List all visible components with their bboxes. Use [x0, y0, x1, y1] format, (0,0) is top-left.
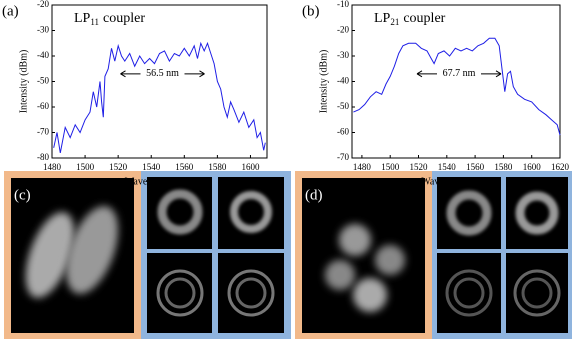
panel-label: (a) [2, 3, 19, 19]
chart-title: LP21 coupler [374, 11, 446, 27]
title-part: 11 [90, 17, 99, 27]
annotation: 67.7 nm [443, 68, 476, 79]
arrow [120, 70, 141, 78]
title-part: LP [374, 11, 391, 26]
y-tick-label: -20 [337, 25, 349, 35]
x-tick-label: 1540 [142, 162, 161, 172]
title-part: LP [74, 11, 91, 26]
y-tick-label: -40 [37, 50, 49, 60]
y-tick-label: -80 [37, 152, 49, 162]
y-tick-label: -60 [37, 101, 49, 111]
y-axis-label: Intensity (dBm) [18, 50, 29, 114]
y-tick-label: -50 [337, 101, 349, 111]
panel-label: (c) [14, 187, 31, 203]
y-tick-label: -20 [37, 0, 49, 9]
panel-label: (d) [305, 187, 323, 203]
x-tick-label: 1500 [76, 162, 95, 172]
y-tick-label: -40 [337, 76, 349, 86]
title-part: coupler [403, 11, 445, 26]
y-tick-label: -50 [37, 76, 49, 86]
y-tick-label: -10 [337, 0, 349, 9]
x-tick-label: 1600 [523, 162, 542, 172]
y-tick-label: -30 [37, 25, 49, 35]
x-axis-label: Wavelength (nm) [125, 176, 194, 187]
x-tick-label: 1480 [43, 162, 62, 172]
image-panel-c: (c) [4, 171, 291, 339]
x-axis-label: Wavelength (nm) [421, 176, 490, 187]
x-tick-label: 1500 [381, 162, 400, 172]
y-axis-label: Intensity (dBm) [318, 50, 329, 114]
spectrum-line [353, 37, 561, 136]
x-tick-label: 1540 [438, 162, 457, 172]
arrow [416, 70, 437, 78]
x-tick-label: 1580 [208, 162, 227, 172]
x-tick-label: 1520 [109, 162, 128, 172]
x-tick-label: 1560 [175, 162, 194, 172]
x-tick-label: 1560 [466, 162, 485, 172]
plot-frame [351, 4, 561, 159]
y-tick-label: -60 [337, 127, 349, 137]
title-part: coupler [103, 11, 145, 26]
panel-label: (b) [302, 3, 320, 19]
x-tick-label: 1580 [494, 162, 513, 172]
y-tick-label: -70 [337, 152, 349, 162]
arrow [184, 70, 205, 78]
x-tick-label: 1620 [551, 162, 570, 172]
spectrum-line [53, 41, 266, 153]
plot-frame [51, 4, 268, 159]
annotation: 56.5 nm [146, 68, 179, 79]
x-tick-label: 1520 [410, 162, 429, 172]
y-tick-label: -70 [37, 127, 49, 137]
image-panel-d: (d) [295, 171, 572, 339]
chart-title: LP11 coupler [74, 11, 145, 27]
arrow [481, 70, 502, 78]
y-tick-label: -30 [337, 50, 349, 60]
title-part: 21 [390, 17, 399, 27]
x-tick-label: 1480 [353, 162, 372, 172]
x-tick-label: 1600 [241, 162, 260, 172]
